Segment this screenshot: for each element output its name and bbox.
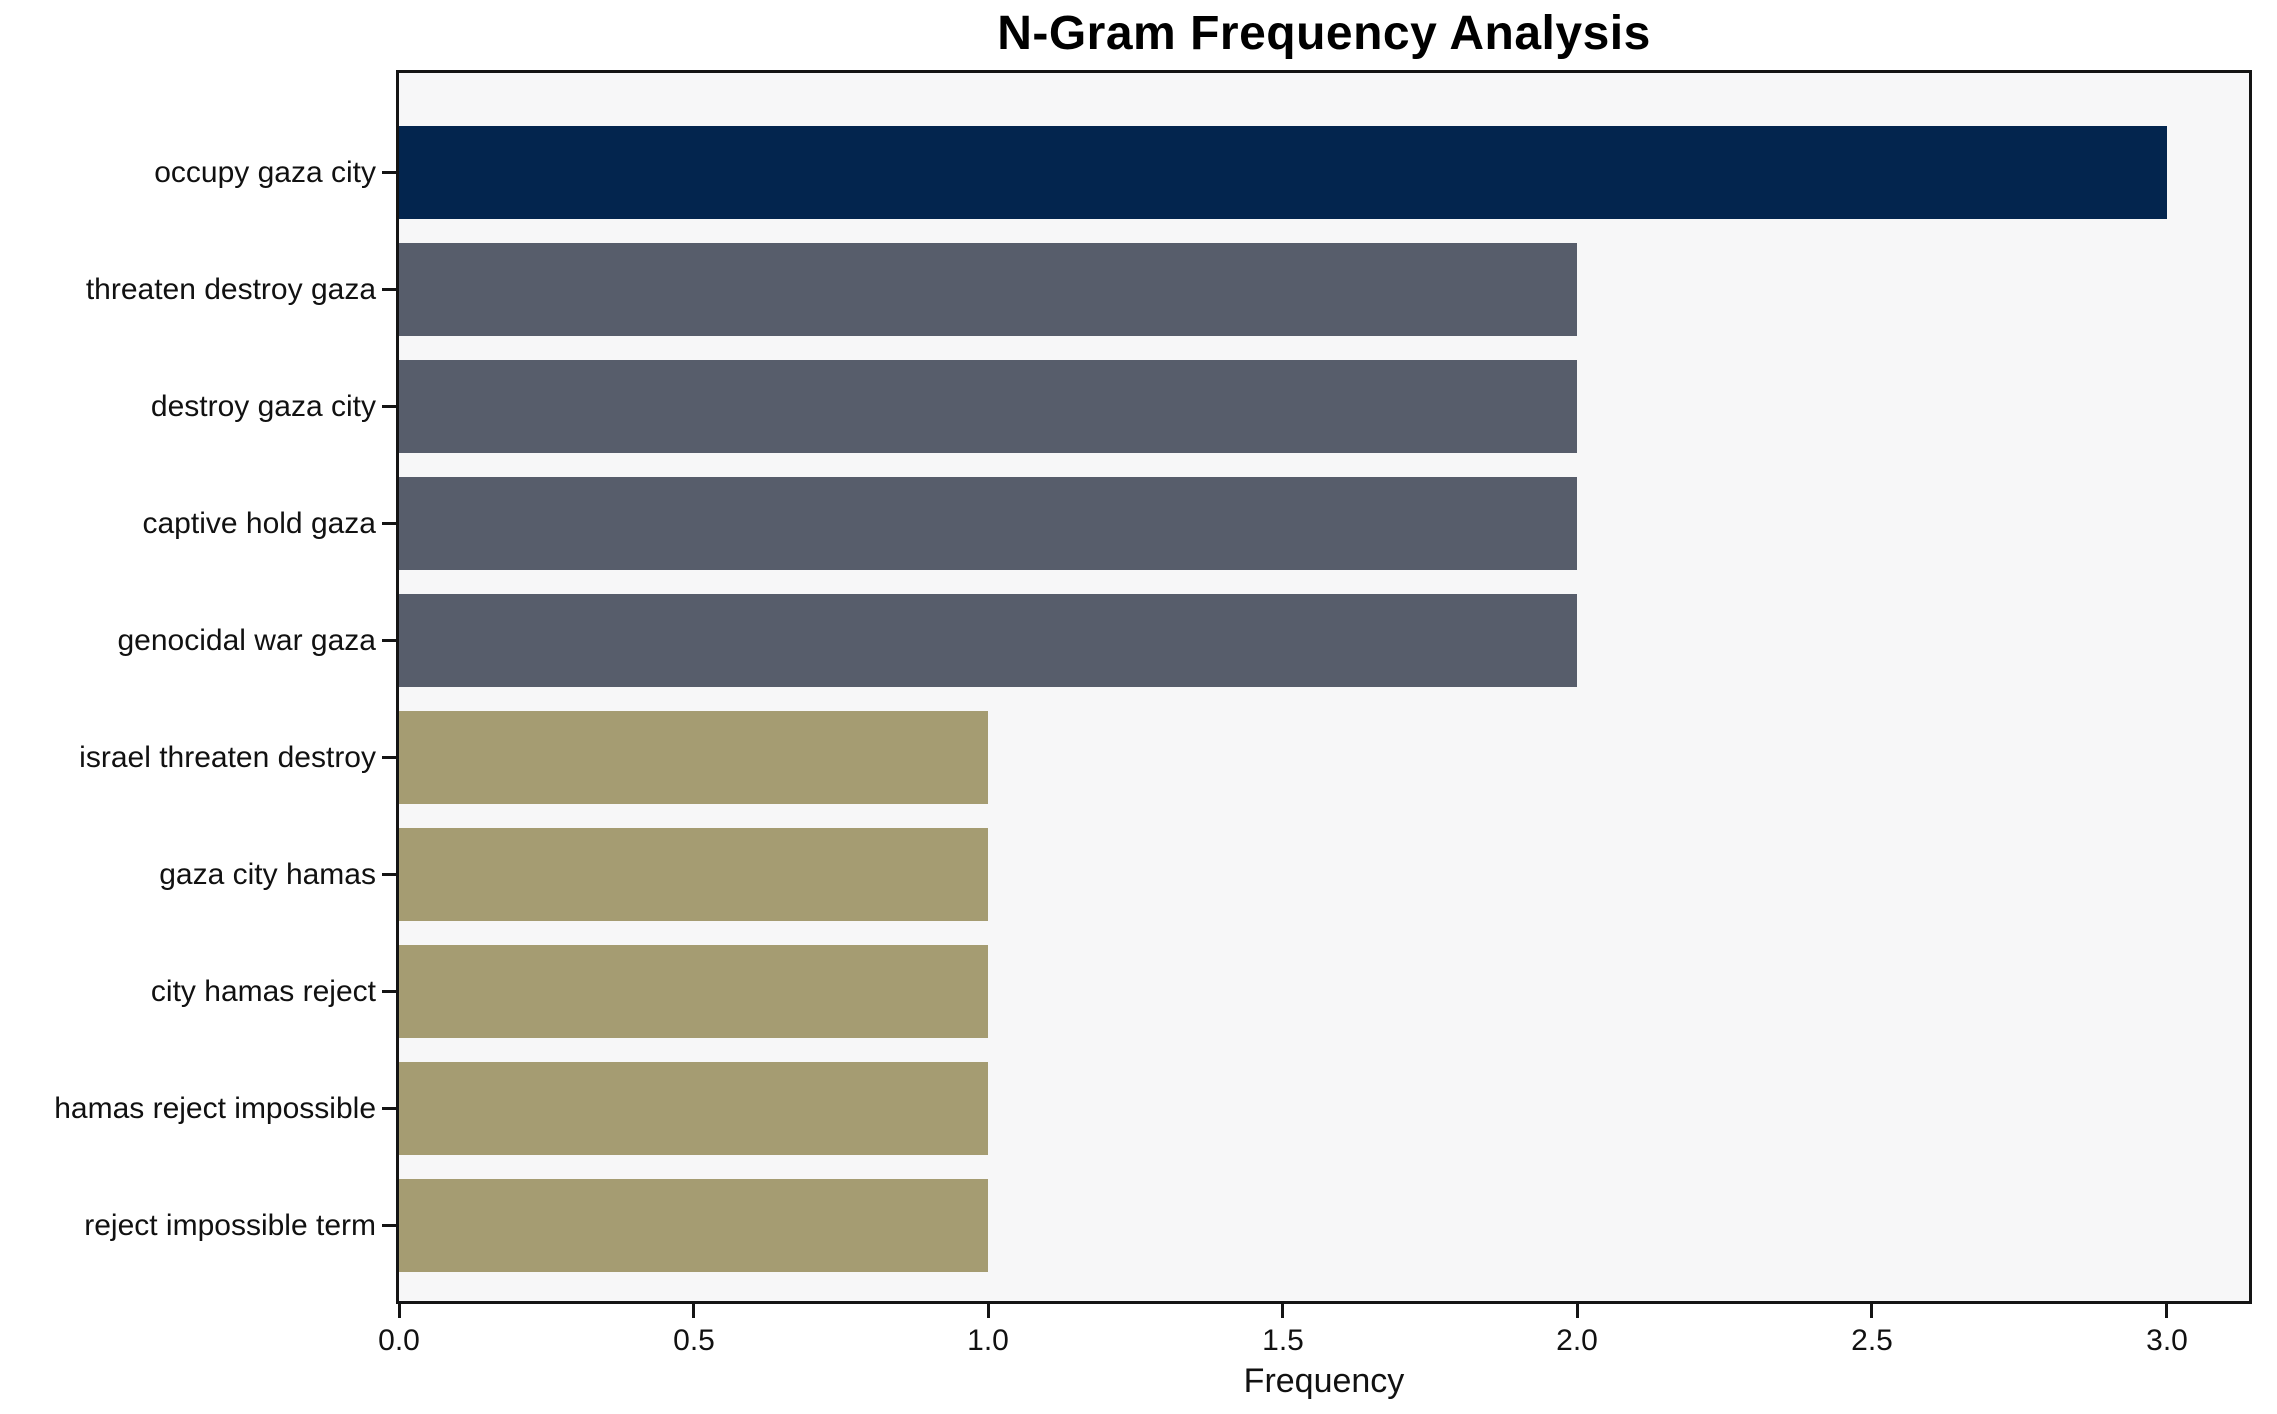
y-tick-label: israel threaten destroy <box>79 741 376 774</box>
y-tick-label: reject impossible term <box>84 1209 376 1242</box>
y-tick-label: hamas reject impossible <box>54 1092 376 1125</box>
y-tick-mark <box>382 522 396 525</box>
x-tick-mark <box>2165 1304 2168 1318</box>
y-tick-label: threaten destroy gaza <box>85 273 376 306</box>
y-tick-label: destroy gaza city <box>150 390 376 423</box>
bar <box>399 243 1577 336</box>
y-tick-mark <box>382 639 396 642</box>
x-axis-title: Frequency <box>1243 1362 1405 1400</box>
y-tick-mark <box>382 756 396 759</box>
x-tick-label: 0.0 <box>378 1324 420 1357</box>
y-tick-label: gaza city hamas <box>159 858 376 891</box>
plot-area <box>396 70 2252 1304</box>
bar <box>399 945 988 1038</box>
chart-title: N-Gram Frequency Analysis <box>997 7 1651 60</box>
y-tick-mark <box>382 1224 396 1227</box>
x-tick-mark <box>987 1304 990 1318</box>
x-tick-label: 1.0 <box>967 1324 1009 1357</box>
y-tick-mark <box>382 1107 396 1110</box>
bar <box>399 126 2167 219</box>
x-tick-label: 2.5 <box>1851 1324 1893 1357</box>
y-tick-label: occupy gaza city <box>154 156 376 189</box>
y-tick-mark <box>382 990 396 993</box>
x-tick-mark <box>1576 1304 1579 1318</box>
bar <box>399 711 988 804</box>
bar <box>399 1179 988 1272</box>
y-tick-label: genocidal war gaza <box>117 624 376 657</box>
bar <box>399 594 1577 687</box>
x-tick-label: 1.5 <box>1262 1324 1304 1357</box>
y-tick-label: captive hold gaza <box>142 507 377 540</box>
x-tick-mark <box>692 1304 695 1318</box>
x-tick-label: 2.0 <box>1556 1324 1598 1357</box>
x-tick-mark <box>1870 1304 1873 1318</box>
bar <box>399 828 988 921</box>
y-tick-label: city hamas reject <box>150 975 376 1008</box>
x-tick-mark <box>398 1304 401 1318</box>
bar <box>399 477 1577 570</box>
y-tick-mark <box>382 405 396 408</box>
y-tick-mark <box>382 288 396 291</box>
y-tick-mark <box>382 171 396 174</box>
x-tick-mark <box>1281 1304 1284 1318</box>
x-tick-label: 0.5 <box>673 1324 715 1357</box>
bar <box>399 1062 988 1155</box>
y-tick-mark <box>382 873 396 876</box>
bar <box>399 360 1577 453</box>
x-tick-label: 3.0 <box>2146 1324 2188 1357</box>
